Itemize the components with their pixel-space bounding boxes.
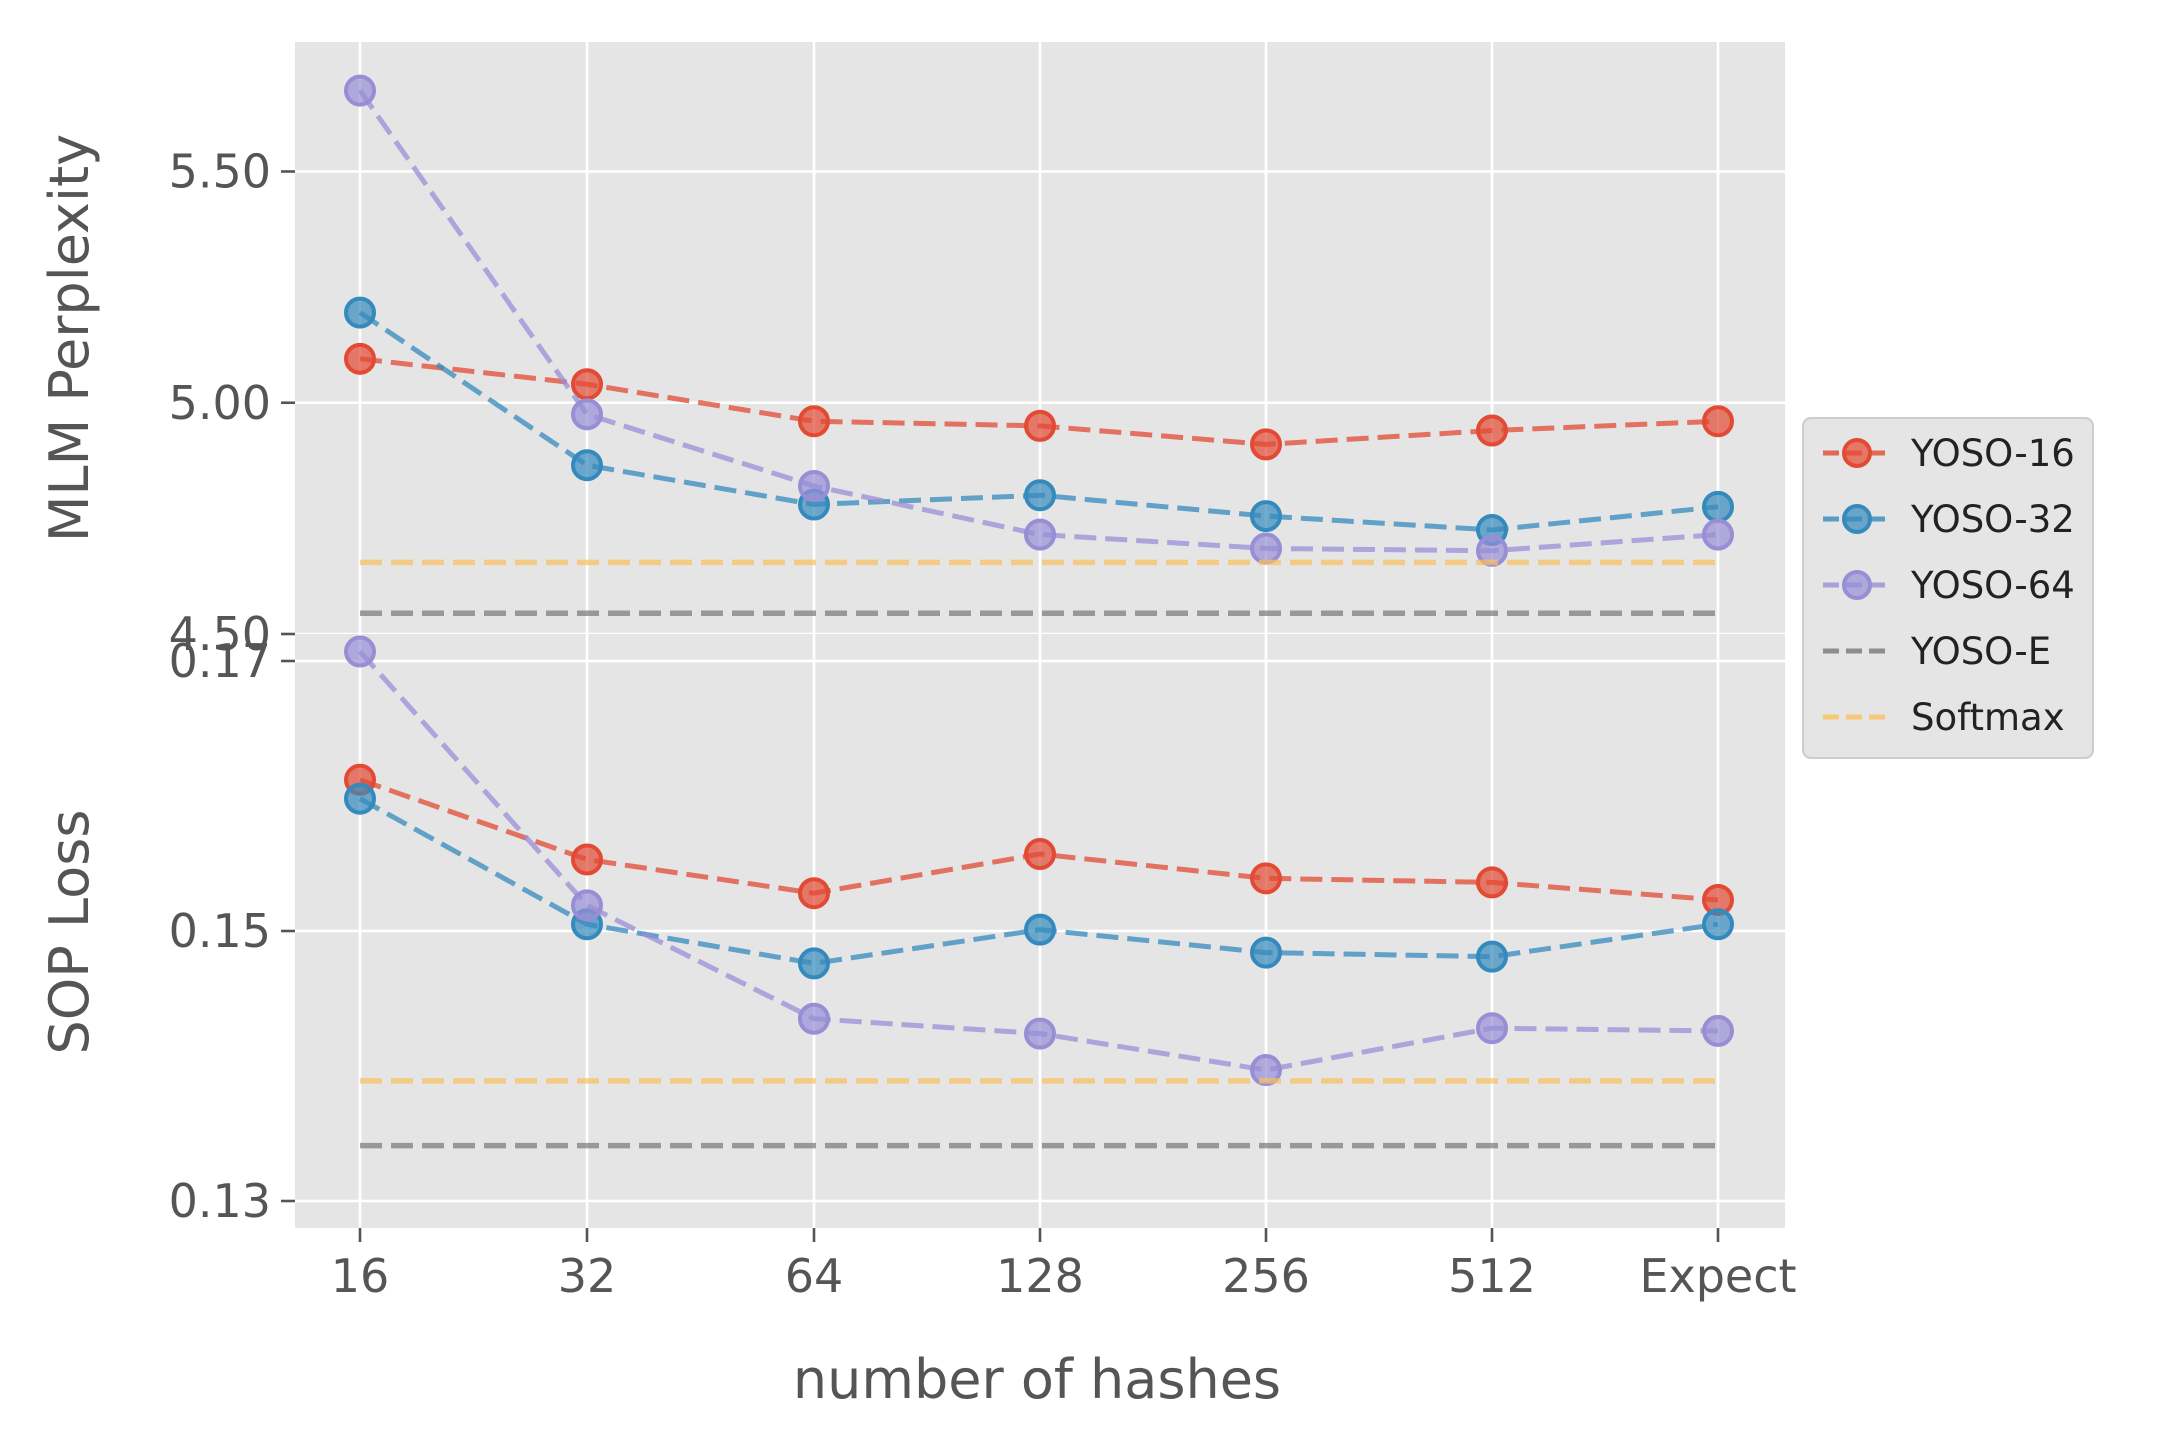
- data-point-yoso-32: [1024, 913, 1056, 946]
- legend-label: YOSO-E: [1910, 630, 2051, 673]
- legend-item-yoso-16: YOSO-16: [1823, 432, 2075, 475]
- legend-label: YOSO-32: [1910, 498, 2075, 541]
- data-point-yoso-16: [1250, 862, 1282, 895]
- panel-sop-loss: 0.13 0.15 0.17 16 32 64 128 256 512 Expect: [169, 634, 1797, 1303]
- data-point-yoso-64: [571, 398, 603, 431]
- data-point-yoso-32: [344, 296, 376, 329]
- legend-label: YOSO-64: [1910, 564, 2075, 607]
- series-yoso-64: [344, 74, 1734, 567]
- legend-marker-yoso-16: [1842, 438, 1872, 468]
- data-point-yoso-64: [571, 889, 603, 922]
- y-tick-label: 4.50: [169, 607, 271, 661]
- x-tick-label: 512: [1448, 1249, 1536, 1303]
- data-point-yoso-16: [1476, 414, 1508, 447]
- series-yoso-64: [344, 635, 1734, 1087]
- series-yoso-32: [344, 782, 1734, 980]
- data-point-yoso-32: [1024, 479, 1056, 512]
- data-point-yoso-32: [798, 947, 830, 980]
- x-axis-label: number of hashes: [793, 1348, 1281, 1411]
- x-tick-label: 256: [1222, 1249, 1310, 1303]
- data-point-yoso-16: [1250, 428, 1282, 461]
- data-point-yoso-64: [798, 470, 830, 502]
- legend-box: [1802, 417, 2094, 759]
- y-tick-label: 0.15: [169, 904, 271, 958]
- data-point-yoso-16: [1476, 866, 1508, 899]
- y-tick-label: 5.50: [169, 145, 271, 199]
- data-point-yoso-32: [1702, 908, 1734, 941]
- x-tick-label: 16: [331, 1249, 390, 1303]
- data-point-yoso-16: [798, 405, 830, 438]
- data-point-yoso-32: [1702, 490, 1734, 523]
- data-point-yoso-16: [1024, 838, 1056, 871]
- data-point-yoso-64: [1250, 1054, 1282, 1087]
- series-yoso-16: [344, 342, 1734, 461]
- series-yoso-32: [344, 296, 1734, 546]
- data-point-yoso-32: [344, 782, 376, 815]
- x-tick-label: 128: [996, 1249, 1084, 1303]
- data-point-yoso-16: [344, 342, 376, 375]
- data-point-yoso-16: [571, 368, 603, 401]
- data-point-yoso-64: [798, 1002, 830, 1035]
- legend-item-yoso-64: YOSO-64: [1823, 564, 2075, 607]
- legend-label: Softmax: [1911, 696, 2065, 739]
- legend-marker-yoso-32: [1842, 504, 1872, 534]
- legend-item-yoso-32: YOSO-32: [1823, 498, 2075, 541]
- data-point-yoso-64: [1702, 518, 1734, 551]
- data-point-yoso-16: [798, 877, 830, 910]
- data-point-yoso-16: [1702, 405, 1734, 438]
- data-point-yoso-16: [571, 843, 603, 876]
- y-axis-label-sop-loss: SOP Loss: [38, 810, 101, 1055]
- y-axis-label-mlm-perplexity: MLM Perplexity: [38, 134, 101, 542]
- data-point-yoso-32: [1250, 500, 1282, 533]
- x-tick-label: 32: [558, 1249, 617, 1303]
- data-point-yoso-64: [1702, 1014, 1734, 1047]
- data-point-yoso-64: [1024, 518, 1056, 551]
- chart-legend: YOSO-16 YOSO-32 YOSO-64 YOSO-E Softmax: [1802, 417, 2094, 759]
- legend-item-yoso-e: YOSO-E: [1823, 630, 2051, 673]
- panel-mlm-perplexity: 4.50 5.00 5.50: [169, 42, 1785, 661]
- y-tick-label: 5.00: [169, 376, 271, 430]
- data-point-yoso-32: [1250, 936, 1282, 969]
- x-tick-label: Expect: [1639, 1249, 1796, 1303]
- data-point-yoso-64: [1476, 1012, 1508, 1045]
- data-point-yoso-16: [1024, 409, 1056, 442]
- legend-item-softmax: Softmax: [1823, 696, 2065, 739]
- data-point-yoso-64: [1024, 1017, 1056, 1050]
- data-point-yoso-64: [344, 74, 376, 107]
- y-tick-label: 0.13: [169, 1174, 271, 1228]
- x-tick-label: 64: [785, 1249, 844, 1303]
- data-point-yoso-64: [1250, 532, 1282, 565]
- legend-label: YOSO-16: [1910, 432, 2075, 475]
- y-tick-label: 0.17: [169, 634, 271, 688]
- legend-marker-yoso-64: [1842, 570, 1872, 600]
- data-point-yoso-32: [1476, 940, 1508, 973]
- data-point-yoso-64: [344, 635, 376, 668]
- data-point-yoso-32: [571, 449, 603, 482]
